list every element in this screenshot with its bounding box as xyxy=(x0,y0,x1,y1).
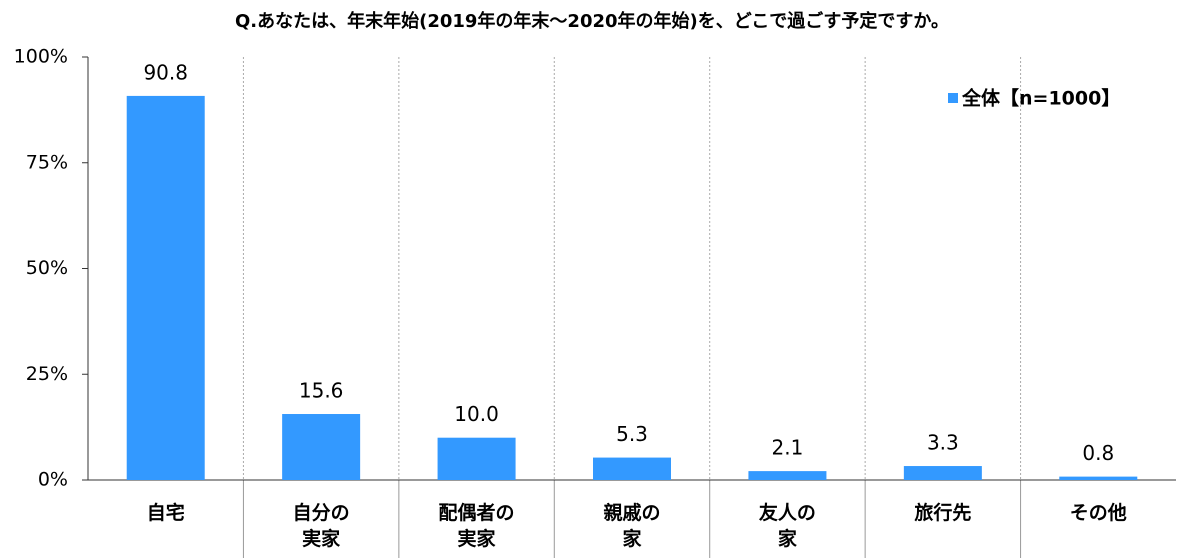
bar xyxy=(903,466,982,480)
bar xyxy=(126,95,205,480)
value-label: 0.8 xyxy=(1082,441,1114,465)
x-tick-label: 配偶者の 実家 xyxy=(438,502,515,550)
legend-label: 全体【n=1000】 xyxy=(961,87,1120,110)
y-tick-label: 0% xyxy=(38,469,68,491)
y-tick-label: 75% xyxy=(26,151,68,173)
bar xyxy=(1059,476,1138,480)
bar xyxy=(593,457,671,480)
x-tick-label: 親戚の 家 xyxy=(603,502,661,550)
legend-swatch xyxy=(948,93,958,103)
value-label: 5.3 xyxy=(616,422,648,446)
x-tick-label: 自宅 xyxy=(146,502,185,524)
y-tick-label: 50% xyxy=(26,257,68,279)
x-tick-label: 自分の 実家 xyxy=(292,502,350,550)
bar xyxy=(282,414,361,480)
chart-title: Q.あなたは、年末年始(2019年の年末～2020年の年始)を、どこで過ごす予定… xyxy=(235,10,949,32)
value-label: 3.3 xyxy=(927,431,959,455)
value-label: 15.6 xyxy=(299,379,344,403)
bar xyxy=(437,437,516,480)
value-label: 90.8 xyxy=(143,60,188,84)
x-tick-label: その他 xyxy=(1069,502,1127,524)
x-tick-label: 友人の 家 xyxy=(758,502,816,550)
value-label: 10.0 xyxy=(454,402,499,426)
y-tick-label: 100% xyxy=(14,46,68,68)
y-tick-label: 25% xyxy=(26,363,68,385)
value-label: 2.1 xyxy=(772,436,804,460)
bar xyxy=(748,471,827,480)
x-tick-label: 旅行先 xyxy=(914,502,972,524)
